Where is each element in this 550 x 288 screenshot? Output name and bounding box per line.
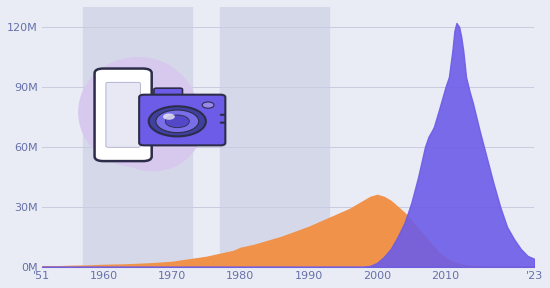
FancyBboxPatch shape — [154, 88, 183, 101]
Bar — [83, 7, 192, 267]
Circle shape — [166, 115, 189, 128]
FancyBboxPatch shape — [95, 69, 152, 161]
Ellipse shape — [79, 58, 197, 167]
FancyBboxPatch shape — [106, 82, 140, 147]
Bar — [220, 7, 329, 267]
Circle shape — [163, 113, 175, 120]
Circle shape — [156, 110, 199, 133]
Circle shape — [148, 106, 206, 137]
Circle shape — [202, 102, 214, 108]
Ellipse shape — [103, 80, 202, 171]
FancyBboxPatch shape — [139, 95, 226, 145]
